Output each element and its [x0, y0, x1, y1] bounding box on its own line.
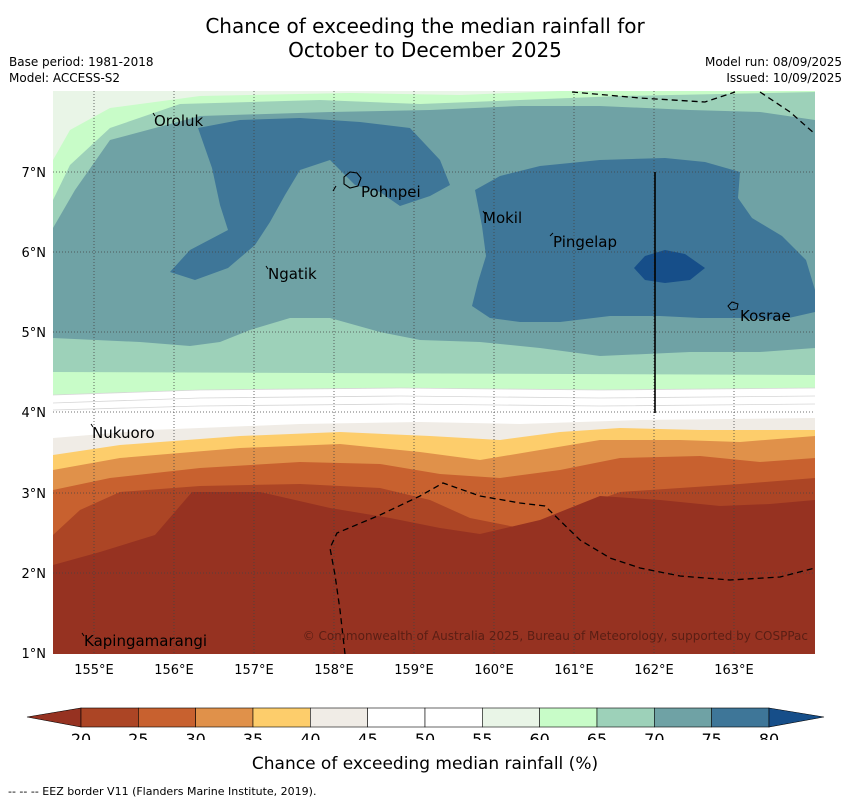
- ant-atoll-mark: [332, 185, 337, 192]
- eez-footnote: -- -- -- EEZ border V11 (Flanders Marine…: [8, 785, 317, 798]
- colorbar-tick-label: 20: [71, 730, 91, 740]
- copyright-text: © Commonwealth of Australia 2025, Bureau…: [303, 629, 808, 643]
- island-label-nukuoro: Nukuoro: [92, 424, 155, 442]
- issued-date: Issued: 10/09/2025: [726, 71, 842, 85]
- title-line-1: Chance of exceeding the median rainfall …: [205, 14, 645, 38]
- model-run: Model run: 08/09/2025: [704, 55, 842, 69]
- colorbar-swatch: [424, 707, 483, 728]
- map-figure: Oroluk Pohnpei Mokil Pingelap Ngatik Kos…: [22, 91, 825, 740]
- band-75-80-east: [472, 158, 815, 322]
- colorbar-tick-label: 50: [415, 730, 435, 740]
- colorbar-swatch: [367, 707, 426, 728]
- colorbar-tick-label: 75: [701, 730, 721, 740]
- colorbar-tick-label: 30: [185, 730, 205, 740]
- eez-border: [329, 91, 815, 654]
- model-name: Model: ACCESS-S2: [9, 71, 121, 85]
- island-label-ngatik: Ngatik: [268, 265, 317, 283]
- colorbar-tick-label: 55: [472, 730, 492, 740]
- y-tick-label: 1°N: [22, 647, 47, 662]
- colorbar-swatch: [252, 707, 311, 728]
- y-tick-label: 4°N: [22, 406, 47, 421]
- title-line-2: October to December 2025: [288, 38, 562, 62]
- colorbar-swatch: [138, 707, 196, 728]
- x-tick-label: 163°E: [714, 663, 754, 678]
- x-tick-label: 160°E: [474, 663, 514, 678]
- colorbar-swatch: [80, 707, 139, 728]
- colorbar: 20 25 30 35 40 45 50 55 60 65 70 75 80: [26, 707, 825, 740]
- colorbar-under-arrow: [26, 707, 82, 728]
- kosrae-outline: [727, 301, 739, 311]
- y-tick-label: 5°N: [22, 326, 47, 341]
- island-label-pohnpei: Pohnpei: [361, 183, 421, 201]
- pohnpei-outline: [343, 171, 362, 189]
- island-label-kosrae: Kosrae: [740, 307, 791, 325]
- colorbar-swatch: [596, 707, 655, 728]
- colorbar-swatch: [654, 707, 712, 728]
- base-period: Base period: 1981-2018: [9, 55, 154, 69]
- y-tick-label: 7°N: [22, 166, 47, 181]
- island-label-oroluk: Oroluk: [154, 112, 203, 130]
- y-tick-label: 6°N: [22, 246, 47, 261]
- island-label-pingelap: Pingelap: [553, 233, 617, 251]
- y-tick-label: 3°N: [22, 487, 47, 502]
- colorbar-swatch: [539, 707, 598, 728]
- x-tick-label: 157°E: [234, 663, 274, 678]
- band-75-80-west: [170, 118, 450, 280]
- x-tick-label: 156°E: [154, 663, 194, 678]
- faint-contours: [53, 387, 815, 411]
- colorbar-tick-label: 35: [243, 730, 263, 740]
- colorbar-label: Chance of exceeding median rainfall (%): [251, 754, 599, 774]
- x-tick-label: 159°E: [394, 663, 434, 678]
- colorbar-tick-label: 40: [300, 730, 320, 740]
- colorbar-swatch: [195, 707, 254, 728]
- x-tick-label: 161°E: [554, 663, 594, 678]
- colorbar-tick-label: 70: [644, 730, 664, 740]
- colorbar-tick-label: 65: [587, 730, 607, 740]
- gridlines: [53, 91, 815, 654]
- colorbar-swatch: [482, 707, 540, 728]
- x-tick-label: 162°E: [634, 663, 674, 678]
- x-tick-label: 158°E: [314, 663, 354, 678]
- band-over-80: [634, 250, 705, 283]
- colorbar-tick-label: 60: [529, 730, 549, 740]
- island-label-mokil: Mokil: [483, 209, 522, 227]
- colorbar-swatch: [310, 707, 368, 728]
- colorbar-tick-label: 45: [357, 730, 377, 740]
- island-label-kapingamarangi: Kapingamarangi: [84, 632, 207, 650]
- colorbar-swatch: [711, 707, 770, 728]
- x-tick-label: 155°E: [74, 663, 114, 678]
- colorbar-tick-label: 25: [128, 730, 148, 740]
- probability-field: Oroluk Pohnpei Mokil Pingelap Ngatik Kos…: [53, 91, 815, 654]
- atoll-marks: [81, 112, 554, 637]
- y-tick-label: 2°N: [22, 567, 47, 582]
- colorbar-over-arrow: [768, 707, 825, 728]
- colorbar-tick-label: 80: [759, 730, 779, 740]
